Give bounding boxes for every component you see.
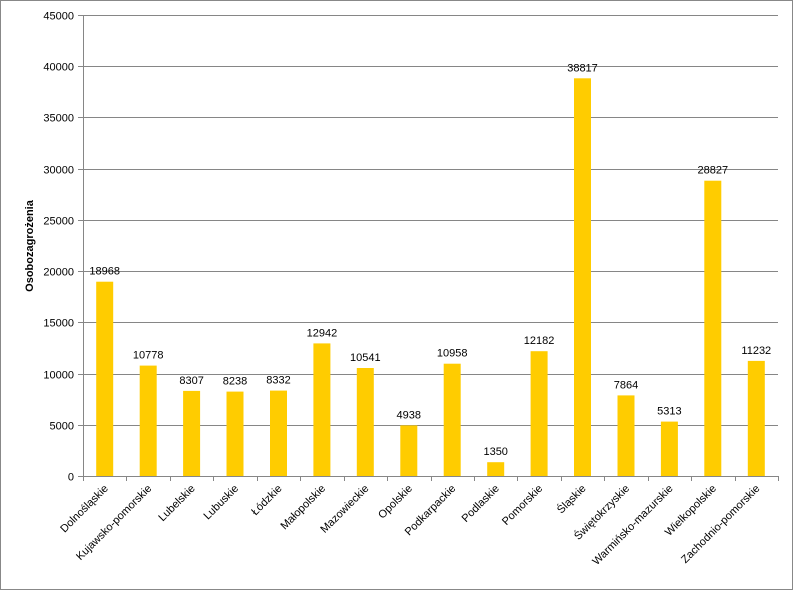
- data-label: 10541: [350, 352, 381, 364]
- bars: [96, 78, 765, 477]
- data-label: 8307: [179, 375, 203, 387]
- data-label: 4938: [397, 409, 421, 421]
- y-tick-label: 5000: [50, 421, 74, 433]
- x-tick-label: Pomorskie: [500, 483, 545, 528]
- bar: [356, 368, 374, 476]
- x-tick-label: Podlaskie: [460, 483, 502, 525]
- bar: [704, 180, 722, 476]
- bar: [96, 281, 114, 476]
- data-label: 28827: [698, 165, 729, 177]
- y-tick-label: 10000: [43, 370, 74, 382]
- x-tick-label: Lubuskie: [201, 483, 241, 523]
- y-tick-label: 45000: [43, 11, 74, 23]
- y-tick-label: 20000: [43, 267, 74, 279]
- axes: [78, 15, 779, 481]
- bar: [574, 78, 591, 477]
- data-label: 5313: [657, 406, 681, 418]
- bar: [226, 391, 244, 476]
- x-tick-label: Łódzkie: [249, 483, 284, 518]
- data-labels: 18968 10778 8307 8238 8332 12942 10541 4938 1095…: [89, 62, 771, 458]
- y-tick-label: 40000: [43, 62, 74, 74]
- y-tick-label: 30000: [43, 165, 74, 177]
- y-tick-label: 35000: [43, 113, 74, 125]
- data-label: 38817: [567, 62, 598, 74]
- x-tick-label: Warmińsko-mazurskie: [590, 483, 675, 568]
- data-label: 10958: [437, 348, 468, 360]
- y-axis-title: Osobozagrożenia: [24, 199, 36, 292]
- data-label: 10778: [133, 350, 164, 362]
- x-tick-label: Śląskie: [554, 482, 588, 516]
- data-label: 18968: [89, 266, 120, 278]
- x-tick-label: Lubelskie: [156, 483, 197, 524]
- bar: [139, 365, 157, 476]
- y-tick-label: 25000: [43, 216, 74, 228]
- bar: [660, 421, 678, 476]
- y-tick-label: 15000: [43, 318, 74, 330]
- data-label: 12942: [307, 327, 338, 339]
- bar: [183, 390, 201, 476]
- gridlines: [83, 15, 778, 426]
- data-label: 1350: [483, 446, 507, 458]
- y-tick-labels: 0 5000 10000 15000 20000 25000 30000 35000 40000…: [43, 11, 74, 484]
- bar: [747, 360, 765, 476]
- data-label: 12182: [524, 335, 555, 347]
- data-label: 11232: [741, 345, 771, 357]
- x-tick-label: Opolskie: [376, 483, 415, 522]
- bar: [617, 395, 635, 476]
- bar: [400, 425, 418, 476]
- x-tick-label: Zachodnio-pomorskie: [679, 483, 762, 566]
- bar: [443, 363, 461, 476]
- data-label: 8332: [266, 375, 290, 387]
- data-label: 8238: [223, 376, 247, 388]
- bar: [530, 351, 548, 476]
- bar: [487, 462, 505, 476]
- data-label: 7864: [614, 379, 638, 391]
- y-tick-label: 0: [68, 472, 74, 484]
- bar: [270, 390, 287, 476]
- bar: [313, 343, 331, 476]
- x-tick-label: Kujawsko-pomorskie: [74, 483, 154, 563]
